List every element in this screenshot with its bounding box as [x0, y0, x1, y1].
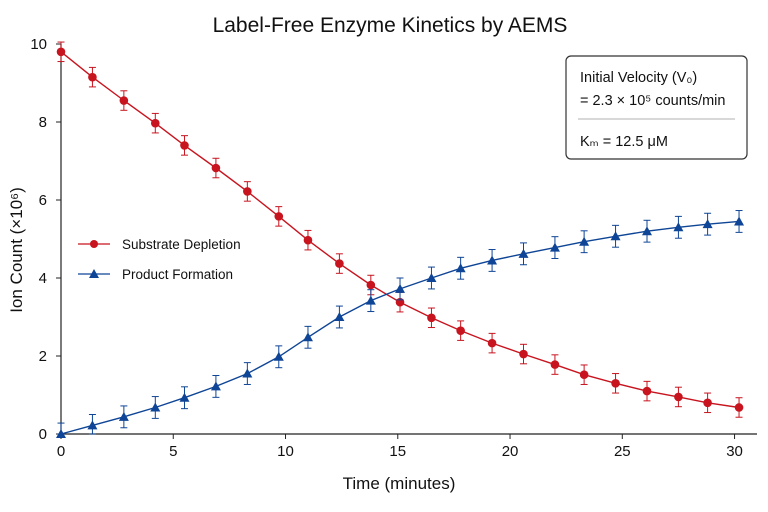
- data-point: [641, 226, 652, 236]
- data-point: [456, 326, 465, 335]
- y-tick-label: 8: [39, 114, 47, 131]
- data-point: [118, 411, 129, 421]
- data-point: [150, 118, 160, 128]
- data-point: [335, 259, 344, 268]
- data-point: [455, 263, 466, 273]
- data-point: [642, 386, 652, 396]
- data-point: [702, 219, 713, 229]
- series-layer: [56, 41, 745, 438]
- x-axis-label: Time (minutes): [343, 474, 456, 493]
- data-point: [610, 231, 621, 241]
- x-tick-label: 0: [57, 443, 65, 460]
- data-point: [274, 212, 284, 221]
- y-tick-label: 6: [39, 192, 47, 209]
- info-box: Initial Velocity (V₀) = 2.3 × 10⁵ counts…: [565, 55, 748, 160]
- data-point: [243, 187, 252, 196]
- data-point: [734, 403, 744, 412]
- data-point: [211, 163, 221, 173]
- data-point: [673, 222, 684, 232]
- data-point: [427, 313, 436, 323]
- data-point: [273, 351, 284, 361]
- legend-product-marker: [89, 269, 99, 278]
- data-point: [242, 368, 253, 378]
- axes: [60, 44, 757, 435]
- x-tick-label: 5: [169, 443, 177, 460]
- chart-title: Label-Free Enzyme Kinetics by AEMS: [213, 14, 568, 37]
- y-axis-label: Ion Count (×10⁶): [7, 187, 26, 313]
- x-tick-label: 30: [726, 443, 743, 460]
- data-point: [426, 273, 437, 282]
- series-product: [56, 210, 745, 438]
- data-point: [518, 248, 529, 258]
- data-point: [395, 283, 406, 293]
- y-tick-label: 2: [39, 348, 47, 365]
- legend-product-label: Product Formation: [122, 267, 233, 282]
- km-value: Kₘ = 12.5 μM: [580, 134, 668, 150]
- velocity-line-1: Initial Velocity (V₀): [580, 70, 697, 86]
- data-point: [210, 381, 221, 391]
- velocity-line-2: = 2.3 × 10⁵ counts/min: [580, 93, 725, 109]
- data-point: [550, 360, 560, 369]
- x-tick-label: 10: [277, 443, 294, 460]
- y-tick-label: 0: [39, 426, 47, 443]
- data-point: [365, 295, 376, 305]
- data-point: [487, 338, 497, 348]
- y-tick-label: 10: [30, 36, 47, 53]
- data-point: [87, 420, 98, 430]
- data-point: [549, 242, 560, 252]
- x-tick-label: 15: [389, 443, 406, 460]
- data-point: [56, 429, 66, 438]
- x-ticks: 0 5 10 15 20 25 30: [57, 434, 743, 460]
- data-point: [150, 402, 161, 412]
- y-tick-label: 4: [39, 270, 47, 287]
- data-point: [611, 379, 620, 388]
- legend: Substrate Depletion Product Formation: [78, 237, 241, 282]
- data-point: [119, 96, 129, 105]
- data-point: [703, 398, 712, 408]
- legend-substrate-marker: [90, 240, 98, 248]
- info-box-frame: [565, 55, 748, 160]
- data-point: [734, 216, 745, 226]
- data-point: [366, 280, 376, 290]
- data-point: [179, 392, 190, 402]
- series-line: [60, 220, 740, 435]
- data-point: [674, 392, 683, 402]
- data-point: [487, 255, 498, 265]
- data-point: [579, 370, 589, 380]
- data-point: [56, 47, 66, 57]
- data-point: [88, 72, 97, 82]
- data-point: [302, 332, 313, 342]
- data-point: [303, 235, 313, 245]
- x-tick-label: 25: [614, 443, 631, 460]
- data-point: [519, 349, 528, 359]
- legend-substrate-label: Substrate Depletion: [122, 237, 241, 252]
- data-point: [579, 236, 590, 246]
- y-ticks: 0 2 4 6 8 10: [30, 36, 61, 443]
- data-point: [180, 141, 189, 150]
- data-point: [334, 312, 345, 321]
- series-substrate: [56, 41, 744, 418]
- x-tick-label: 20: [502, 443, 519, 460]
